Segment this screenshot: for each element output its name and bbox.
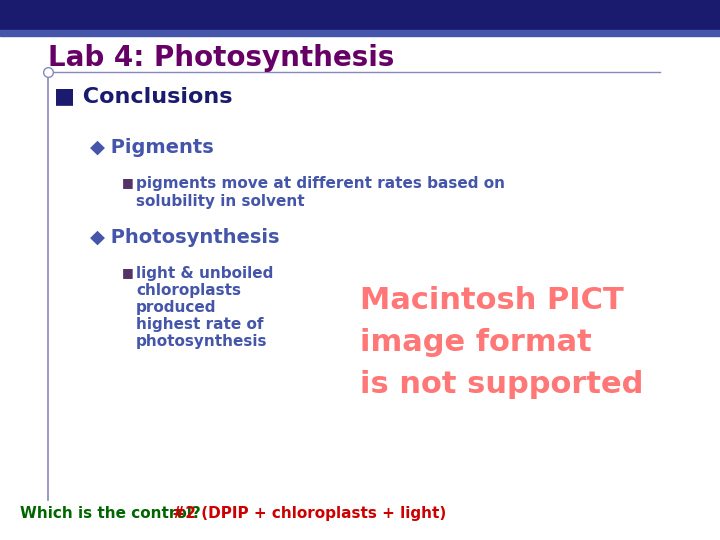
- Text: Macintosh PICT: Macintosh PICT: [360, 286, 624, 315]
- Text: ◆: ◆: [90, 228, 105, 247]
- Text: image format: image format: [360, 328, 592, 357]
- Text: pigments move at different rates based on: pigments move at different rates based o…: [136, 176, 505, 191]
- Text: Which is the control?: Which is the control?: [20, 506, 201, 521]
- Text: ◆: ◆: [90, 138, 105, 157]
- Text: produced: produced: [136, 300, 217, 315]
- Text: light & unboiled: light & unboiled: [136, 266, 274, 281]
- Text: ■: ■: [122, 266, 134, 279]
- Text: Pigments: Pigments: [104, 138, 214, 157]
- Text: is not supported: is not supported: [360, 370, 644, 399]
- Bar: [0, 30, 720, 36]
- Text: #2 (DPIP + chloroplasts + light): #2 (DPIP + chloroplasts + light): [162, 506, 446, 521]
- Text: Lab 4: Photosynthesis: Lab 4: Photosynthesis: [48, 44, 395, 72]
- Text: ■: ■: [122, 176, 134, 189]
- Text: ■ Conclusions: ■ Conclusions: [54, 86, 233, 106]
- Text: photosynthesis: photosynthesis: [136, 334, 268, 349]
- Text: solubility in solvent: solubility in solvent: [136, 194, 305, 209]
- Text: Photosynthesis: Photosynthesis: [104, 228, 279, 247]
- Text: chloroplasts: chloroplasts: [136, 283, 241, 298]
- Text: highest rate of: highest rate of: [136, 317, 264, 332]
- Bar: [0, 0, 720, 30]
